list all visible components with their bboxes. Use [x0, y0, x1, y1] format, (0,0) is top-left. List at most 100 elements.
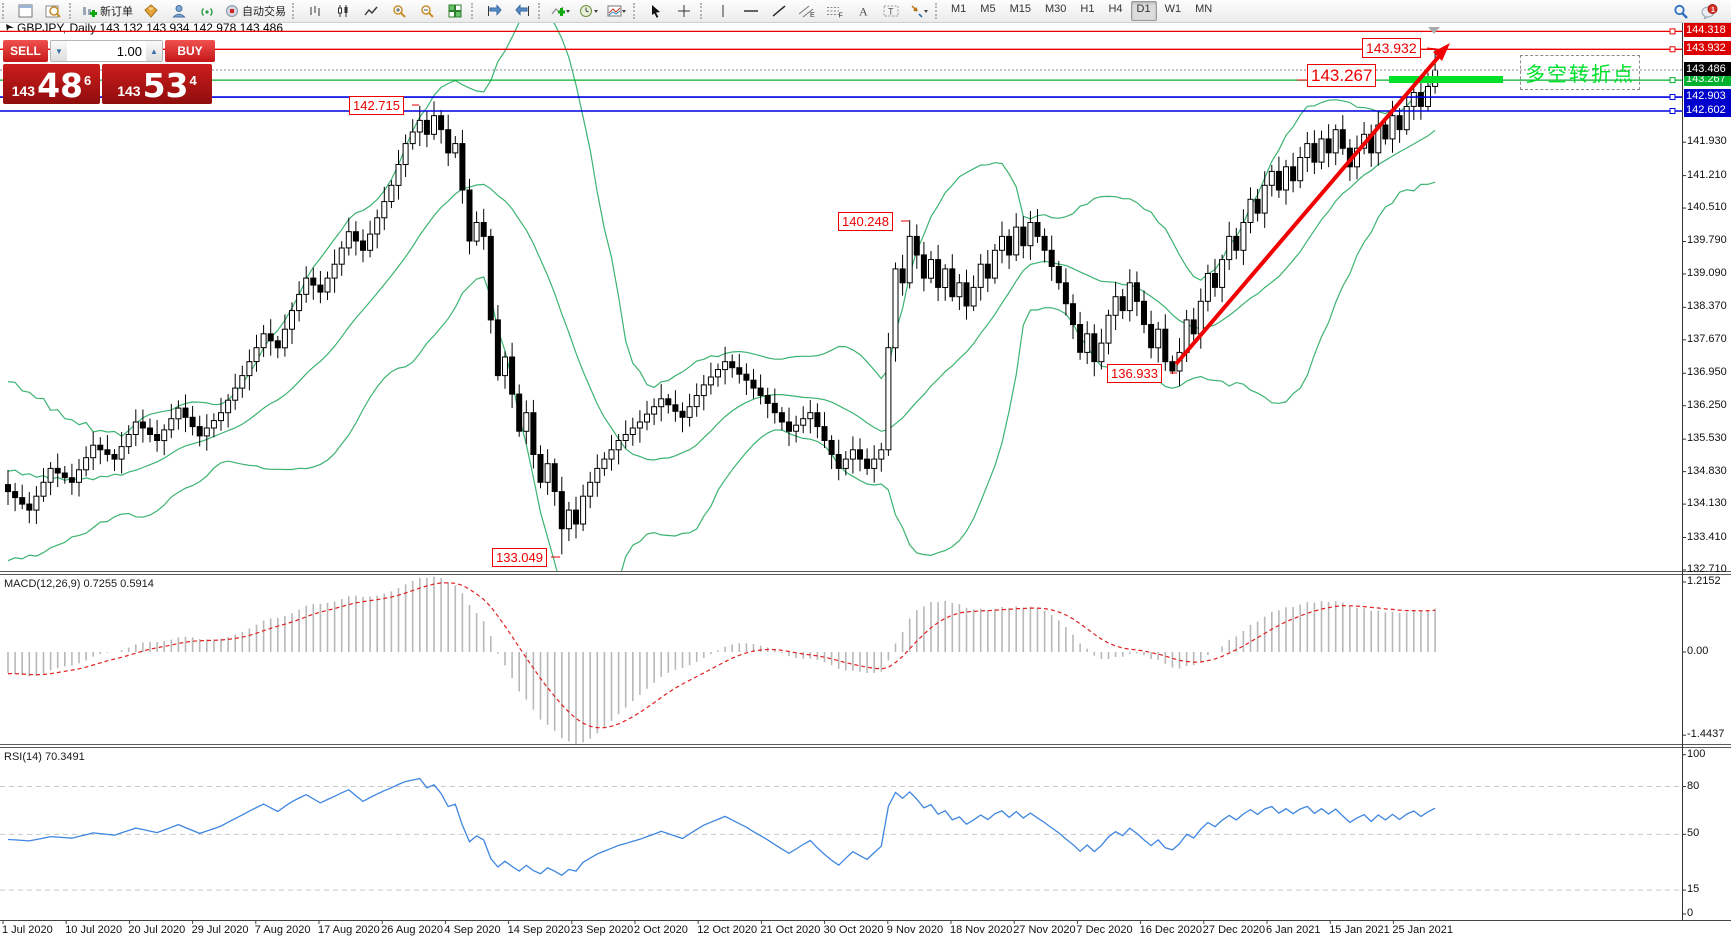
price-axis-label: 132.710 — [1687, 562, 1727, 575]
svg-text:F: F — [839, 13, 843, 19]
zoom-out-button[interactable] — [414, 1, 440, 21]
time-axis-label: 23 Sep 2020 — [570, 924, 634, 936]
periods-icon — [580, 5, 598, 17]
zoom-in-icon — [392, 5, 406, 18]
sell-price-tile[interactable]: 143 48 6 — [3, 64, 100, 104]
autotrading-button[interactable]: 自动交易 — [222, 1, 289, 21]
signals-button[interactable] — [194, 1, 220, 21]
note-text: 多空转折点 — [1525, 64, 1635, 86]
time-axis-label: 7 Dec 2020 — [1076, 924, 1133, 936]
community-button[interactable] — [166, 1, 192, 21]
candlestick-chart-icon — [338, 5, 348, 17]
market-depth-button[interactable] — [138, 1, 164, 21]
volume-decrease-button[interactable]: ▼ — [51, 41, 67, 61]
rsi-value: 70.3491 — [44, 751, 85, 763]
toolbar-drag-handle[interactable] — [935, 3, 942, 19]
timeframe-bar: M1 M5 M15 M30 H1 H4 D1 W1 MN — [944, 1, 1219, 21]
toolbar-drag-handle[interactable] — [292, 3, 299, 19]
sell-price-handle: 143 — [11, 83, 36, 99]
search-button[interactable] — [1668, 1, 1694, 21]
line-chart-button[interactable] — [358, 1, 384, 21]
time-axis-label: 20 Jul 2020 — [128, 924, 186, 936]
buy-button[interactable]: BUY — [165, 40, 215, 62]
chart-shift-icon — [514, 4, 529, 16]
buy-price-main: 53 — [142, 66, 189, 105]
cursor-button[interactable] — [643, 1, 669, 21]
price-axis-label: 141.930 — [1687, 135, 1727, 148]
buy-price-tile[interactable]: 143 53 4 — [102, 64, 212, 104]
price-axis-label: 138.370 — [1687, 300, 1727, 313]
time-axis-label: 6 Jan 2021 — [1266, 924, 1321, 936]
time-axis-label: 27 Nov 2020 — [1013, 924, 1076, 936]
buy-price-pips: 4 — [189, 73, 197, 88]
notifications-button[interactable]: 1 — [1696, 1, 1722, 21]
toolbar-drag-handle[interactable] — [633, 3, 640, 19]
toolbar-drag-handle[interactable] — [69, 3, 76, 19]
candlestick-chart-button[interactable] — [330, 1, 356, 21]
crosshair-button[interactable] — [671, 1, 697, 21]
equidistant-channel-icon: E — [798, 5, 815, 18]
volume-input[interactable] — [67, 41, 146, 61]
periods-button[interactable] — [576, 1, 602, 21]
trendline-button[interactable] — [766, 1, 792, 21]
auto-scroll-icon — [487, 4, 502, 16]
vertical-line-button[interactable] — [710, 1, 736, 21]
signal-icon — [201, 8, 213, 16]
timeframe-button-w1[interactable]: W1 — [1164, 3, 1182, 15]
timeframe-button-h4[interactable]: H4 — [1108, 3, 1123, 15]
equidistant-channel-button[interactable]: E — [794, 1, 820, 21]
macd-axis-label: 0.00 — [1687, 645, 1709, 657]
templates-button[interactable] — [604, 1, 630, 21]
price-annotation-label: 136.933 — [1107, 364, 1162, 383]
auto-scroll-button[interactable] — [481, 1, 507, 21]
toolbar-drag-handle[interactable] — [538, 3, 545, 19]
price-annotation-label: 143.932 — [1362, 38, 1421, 58]
timeframe-button-m1[interactable]: M1 — [951, 3, 967, 15]
svg-text:E: E — [810, 12, 815, 18]
new-order-label: 新订单 — [100, 6, 133, 18]
sell-button[interactable]: SELL — [3, 40, 48, 62]
timeframe-button-d1[interactable]: D1 — [1130, 1, 1157, 21]
buy-button-label: BUY — [177, 44, 203, 58]
zoom-in-button[interactable] — [386, 1, 412, 21]
zoom-out-icon — [420, 5, 434, 18]
buy-price-handle: 143 — [117, 83, 141, 99]
rsi-axis-label: 15 — [1687, 883, 1700, 896]
new-order-button[interactable]: 新订单 — [79, 1, 136, 21]
toolbar-drag-handle[interactable] — [2, 3, 9, 19]
tile-windows-button[interactable] — [442, 1, 468, 21]
text-label-icon: T — [883, 5, 899, 17]
timeframe-button-h1[interactable]: H1 — [1080, 3, 1095, 15]
bar-chart-button[interactable] — [302, 1, 328, 21]
timeframe-button-m30[interactable]: M30 — [1044, 3, 1067, 15]
text-button[interactable]: A — [850, 1, 876, 21]
notifications-icon: 1 — [1701, 3, 1717, 19]
chart-shift-button[interactable] — [509, 1, 535, 21]
rsi-axis-label: 80 — [1687, 779, 1700, 792]
timeframe-button-m15[interactable]: M15 — [1009, 3, 1031, 15]
indicators-button[interactable] — [548, 1, 574, 21]
time-axis-label: 30 Oct 2020 — [823, 924, 884, 936]
fibonacci-button[interactable]: F — [822, 1, 848, 21]
current-price-box: 143.486 — [1684, 61, 1731, 76]
gem-icon — [144, 4, 158, 18]
macd-pane-label: MACD(12,26,9) 0.7255 0.5914 — [4, 578, 154, 590]
timeframe-button-mn[interactable]: MN — [1195, 3, 1213, 15]
arrows-button[interactable] — [906, 1, 932, 21]
toolbar-drag-handle[interactable] — [471, 3, 478, 19]
cursor-icon — [652, 5, 660, 18]
volume-increase-button[interactable]: ▲ — [146, 41, 162, 61]
horizontal-line-button[interactable] — [738, 1, 764, 21]
toolbar-drag-handle[interactable] — [700, 3, 707, 19]
timeframe-button-m5[interactable]: M5 — [980, 3, 996, 15]
new-chart-button[interactable] — [12, 1, 38, 21]
time-axis-label: 4 Sep 2020 — [444, 924, 501, 936]
sell-price-main: 48 — [37, 66, 84, 105]
text-label-button[interactable]: T — [878, 1, 904, 21]
search-icon — [1674, 4, 1688, 19]
chart-profiles-button[interactable] — [40, 1, 66, 21]
time-axis-label: 2 Oct 2020 — [634, 924, 688, 936]
